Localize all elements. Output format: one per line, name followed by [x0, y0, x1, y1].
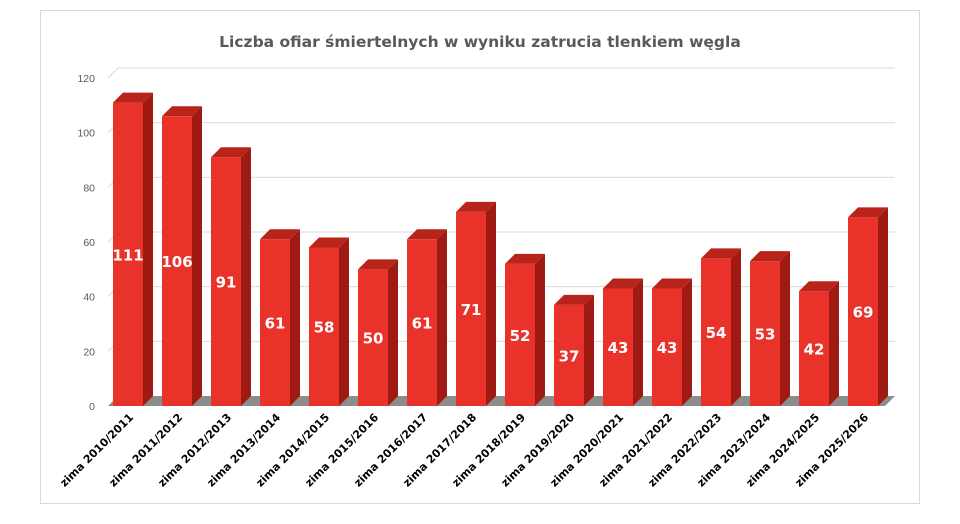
y-tick-label: 120: [77, 73, 95, 85]
bar: [407, 239, 437, 406]
bar-top: [652, 278, 692, 289]
bar-top: [799, 281, 839, 292]
bar-top: [211, 147, 251, 158]
bar: [750, 261, 780, 406]
bar-side: [682, 278, 692, 406]
bar-top: [162, 106, 202, 117]
bar-side: [388, 259, 398, 406]
data-label: 42: [804, 341, 825, 359]
bar: [260, 239, 290, 406]
bar-side: [731, 248, 741, 406]
data-label: 69: [853, 304, 874, 322]
bar: [113, 102, 143, 406]
chart-frame: [40, 10, 920, 504]
bar-top: [456, 201, 496, 212]
data-label: 43: [657, 339, 678, 357]
y-tick-label: 60: [83, 237, 95, 249]
bar-top: [848, 207, 888, 218]
bar-side: [143, 92, 153, 406]
data-label: 106: [161, 253, 192, 271]
y-tick-label: 80: [83, 182, 95, 194]
bar-top: [750, 251, 790, 262]
bar-top: [407, 229, 447, 240]
bar-top: [554, 294, 594, 305]
y-tick-label: 40: [83, 292, 95, 304]
bar: [848, 217, 878, 406]
bar: [456, 211, 486, 406]
bar-top: [505, 253, 545, 264]
bar-side: [829, 281, 839, 406]
bar: [309, 247, 339, 406]
data-label: 61: [412, 315, 433, 333]
bar-top: [260, 229, 300, 240]
y-tick-label: 20: [83, 346, 95, 358]
bar: [603, 288, 633, 406]
data-label: 43: [608, 339, 629, 357]
data-label: 37: [559, 347, 580, 365]
bar-top: [603, 278, 643, 289]
chart-floor: [108, 396, 895, 406]
bar: [505, 263, 535, 406]
bar-side: [192, 106, 202, 407]
data-label: 50: [363, 330, 384, 348]
data-label: 54: [706, 324, 727, 342]
data-label: 111: [112, 246, 143, 264]
bar: [799, 291, 829, 406]
bar: [162, 116, 192, 407]
bar-side: [241, 147, 251, 406]
bar-side: [486, 201, 496, 406]
bar-side: [339, 237, 349, 406]
data-label: 58: [314, 319, 335, 337]
bar-side: [878, 207, 888, 406]
data-label: 71: [461, 301, 482, 319]
bar-top: [309, 237, 349, 248]
data-label: 53: [755, 326, 776, 344]
y-tick-label: 0: [89, 401, 95, 413]
bar-side: [290, 229, 300, 406]
data-label: 61: [265, 315, 286, 333]
bar: [211, 157, 241, 406]
bar-top: [701, 248, 741, 259]
bar-side: [437, 229, 447, 406]
bar-side: [633, 278, 643, 406]
bar: [358, 269, 388, 406]
chart-title: Liczba ofiar śmiertelnych w wyniku zatru…: [219, 33, 741, 51]
data-label: 91: [216, 274, 237, 292]
bar: [701, 258, 731, 406]
bar-side: [584, 294, 594, 406]
bar-side: [535, 253, 545, 406]
gridline: [107, 122, 895, 134]
data-label: 52: [510, 327, 531, 345]
y-tick-label: 100: [77, 128, 95, 140]
bar: [554, 304, 584, 406]
bar: [652, 288, 682, 406]
bar-top: [358, 259, 398, 270]
bar-side: [780, 251, 790, 406]
gridline: [107, 67, 895, 79]
bar-top: [113, 92, 153, 103]
